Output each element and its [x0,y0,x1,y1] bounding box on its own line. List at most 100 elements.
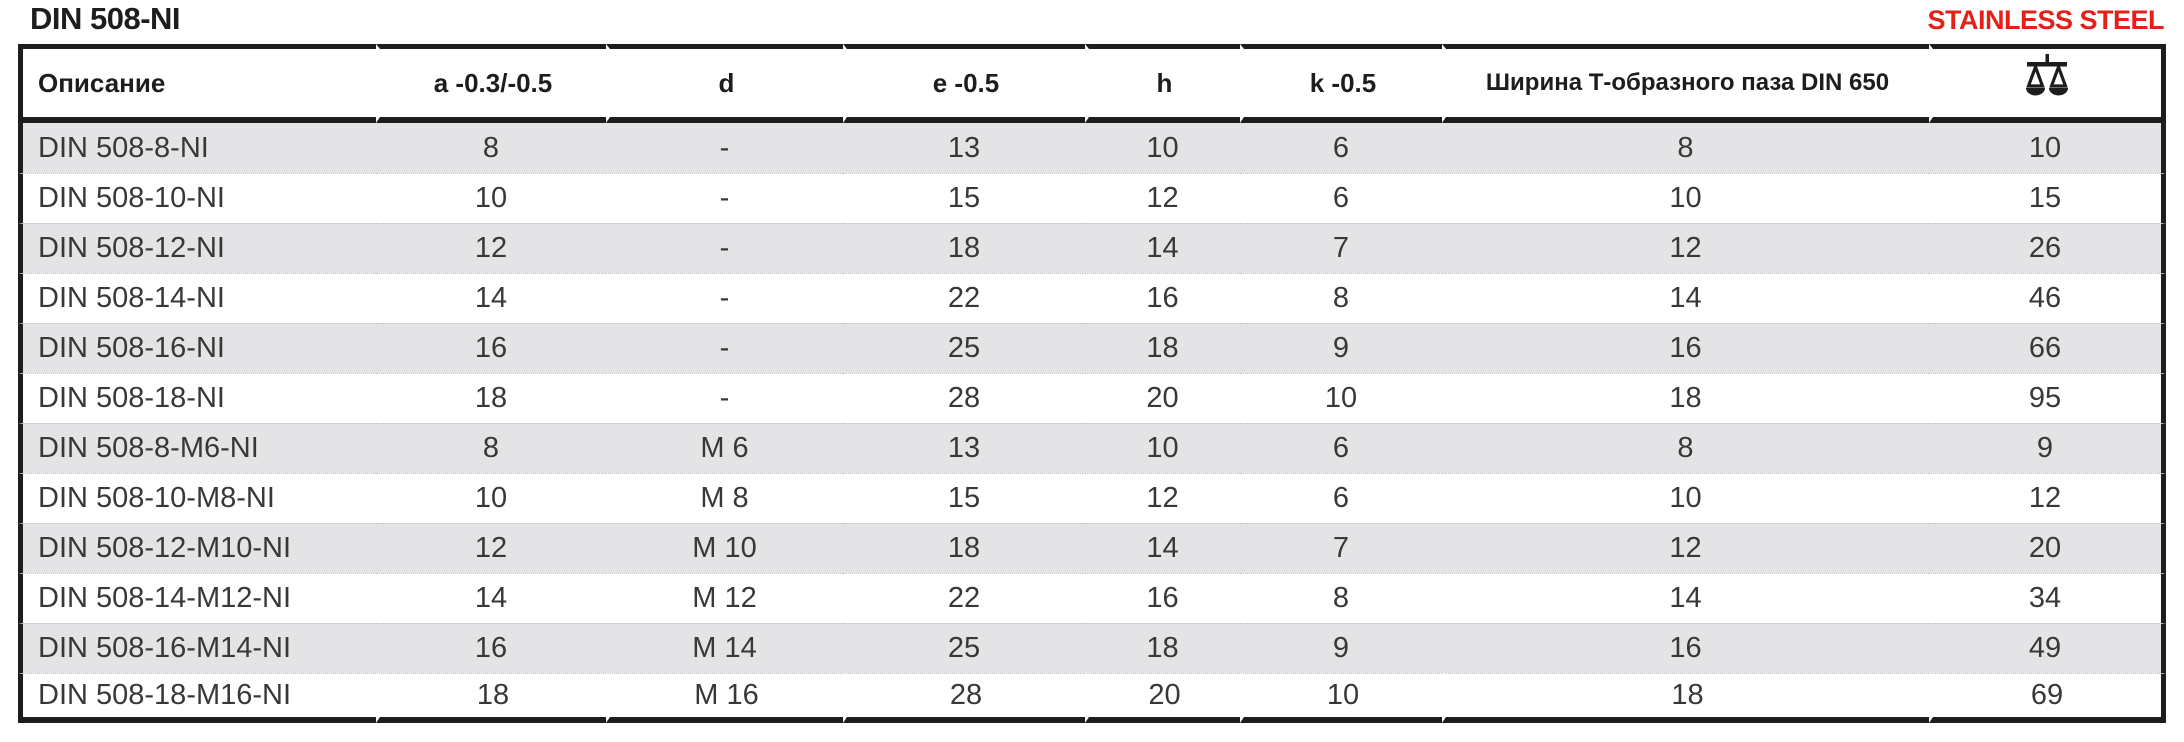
cell-d: - [606,373,843,423]
cell-e: 15 [843,173,1085,223]
cell-slot-width: 14 [1442,273,1929,323]
cell-e: 25 [843,623,1085,673]
cell-d: - [606,173,843,223]
page-title: DIN 508-NI [30,1,181,36]
cell-d: - [719,131,730,164]
cell-e: 22 [843,573,1085,623]
cell-a: 10 [376,173,606,223]
cell-description: DIN 508-10-M8-NI [18,473,376,523]
cell-e: 28 [843,373,1085,423]
cell-weight: 46 [1929,273,2166,323]
cell-e: 13 [843,423,1085,473]
cell-k: 10 [1240,373,1442,423]
din-508-ni-spec-table: Описание a -0.3/-0.5 d e -0.5 h k -0.5 Ш… [18,44,2166,723]
cell-h: 12 [1085,173,1240,223]
cell-slot-width: 10 [1442,473,1929,523]
cell-description: DIN 508-14-M12-NI [18,573,376,623]
cell-a: 14 [376,573,606,623]
cell-weight: 34 [1929,573,2166,623]
column-header-a: a -0.3/-0.5 [376,44,606,123]
cell-k: 9 [1240,323,1442,373]
cell-h: 12 [1085,473,1240,523]
cell-weight: 12 [1929,473,2166,523]
cell-slot-width: 12 [1442,223,1929,273]
cell-description: DIN 508-8-M6-NI [18,423,376,473]
cell-k: 6 [1240,423,1442,473]
cell-slot-width: 14 [1442,573,1929,623]
cell-weight: 10 [1929,123,2166,173]
cell-d: - [606,273,843,323]
cell-d: - [606,223,843,273]
cell-h: 18 [1085,623,1240,673]
cell-a: 18 [376,373,606,423]
cell-description: DIN 508-8-NI [18,123,376,173]
cell-k: 6 [1240,173,1442,223]
cell-slot-width: 8 [1677,131,1694,164]
cell-weight: 95 [1929,373,2166,423]
cell-description: DIN 508-12-NI [18,223,376,273]
cell-h: 20 [1085,373,1240,423]
table-row: DIN 508-14-NI 14-22 16 8 14 46 [18,273,2166,323]
cell-e: 28 [843,673,1085,723]
cell-d: M 8 [606,473,843,523]
column-header-d: d [606,44,843,123]
cell-h: 14 [1085,523,1240,573]
cell-weight: 26 [1929,223,2166,273]
cell-h: 18 [1085,323,1240,373]
cell-k: 6 [1332,131,1350,164]
cell-d: - [606,323,843,373]
cell-k: 8 [1240,573,1442,623]
cell-description: DIN 508-10-NI [18,173,376,223]
column-header-weight [1929,44,2166,123]
table-row: DIN 508-12-M10-NI 12 M 10 18 14 7 12 20 [18,523,2166,573]
table-row: DIN 508-18-NI 18-28 20 10 18 95 [18,373,2166,423]
cell-weight: 9 [1929,423,2166,473]
cell-h: 14 [1085,223,1240,273]
table-row: DIN 508-8-NI 8 - 13 10 6 8 10 [18,123,2166,173]
cell-k: 9 [1240,623,1442,673]
cell-k: 6 [1240,473,1442,523]
cell-slot-width: 12 [1442,523,1929,573]
cell-weight: 49 [1929,623,2166,673]
column-header-k: k -0.5 [1240,44,1442,123]
cell-a: 12 [376,223,606,273]
cell-a: 10 [376,473,606,523]
cell-description: DIN 508-18-NI [18,373,376,423]
column-header-h: h [1085,44,1240,123]
cell-d: M 10 [606,523,843,573]
cell-h: 10 [1085,423,1240,473]
table-row: DIN 508-10-M8-NI 10 M 8 15 12 6 10 12 [18,473,2166,523]
cell-e: 18 [843,223,1085,273]
cell-d: M 16 [606,673,843,723]
cell-e: 13 [947,131,981,164]
material-badge: STAINLESS STEEL [1927,5,2164,35]
cell-slot-width: 10 [1442,173,1929,223]
cell-a: 14 [376,273,606,323]
cell-k: 7 [1240,523,1442,573]
cell-weight: 15 [1929,173,2166,223]
cell-slot-width: 8 [1442,423,1929,473]
cell-d: M 12 [606,573,843,623]
cell-k: 8 [1240,273,1442,323]
cell-description: DIN 508-14-NI [18,273,376,323]
cell-e: 25 [843,323,1085,373]
cell-description: DIN 508-12-M10-NI [18,523,376,573]
cell-d: M 6 [606,423,843,473]
cell-e: 18 [843,523,1085,573]
column-header-e: e -0.5 [843,44,1085,123]
cell-description: DIN 508-18-M16-NI [18,673,376,723]
cell-a: 18 [376,673,606,723]
cell-k: 10 [1240,673,1442,723]
table-row: DIN 508-12-NI 12-18 14 7 12 26 [18,223,2166,273]
table-row: DIN 508-18-M16-NI 18 M 16 28 20 10 18 69 [18,673,2166,723]
cell-description: DIN 508-16-NI [18,323,376,373]
column-header-slot-width: Ширина Т-образного паза DIN 650 [1442,44,1929,123]
table-row: DIN 508-16-M14-NI 16 M 14 25 18 9 16 49 [18,623,2166,673]
cell-e: 15 [843,473,1085,523]
cell-a: 8 [482,131,500,164]
cell-description: DIN 508-16-M14-NI [18,623,376,673]
cell-k: 7 [1240,223,1442,273]
cell-weight: 66 [1929,323,2166,373]
cell-h: 20 [1085,673,1240,723]
cell-slot-width: 18 [1442,373,1929,423]
